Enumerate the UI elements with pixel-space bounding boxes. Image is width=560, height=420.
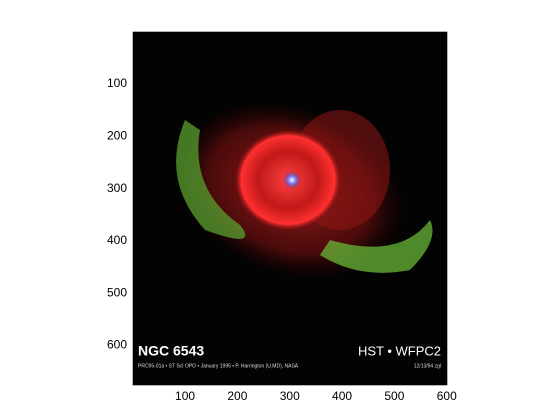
x-tick-label: 400 (332, 389, 352, 403)
y-tick-label: 300 (107, 181, 127, 195)
x-tick-label: 300 (280, 389, 300, 403)
x-tick-label: 600 (437, 389, 457, 403)
green-rim-left (176, 120, 246, 239)
y-tick-label: 600 (107, 338, 127, 352)
annotation: NGC 6543 (138, 343, 204, 359)
green-rim-right (320, 220, 433, 273)
x-tick-label: 100 (175, 389, 195, 403)
x-tick-label: 500 (384, 389, 404, 403)
y-tick-label: 500 (107, 285, 127, 299)
y-tick-label: 100 (107, 76, 127, 90)
y-tick-label: 400 (107, 233, 127, 247)
annotation: 12/13/94 zgl (414, 363, 441, 369)
annotation: PRC95-01a • ST ScI OPO • January 1995 • … (138, 363, 299, 369)
image (133, 32, 447, 385)
annotation: HST • WFPC2 (358, 343, 441, 358)
x-tick-label: 200 (227, 389, 247, 403)
y-tick-label: 200 (107, 129, 127, 143)
central-star (283, 171, 301, 189)
